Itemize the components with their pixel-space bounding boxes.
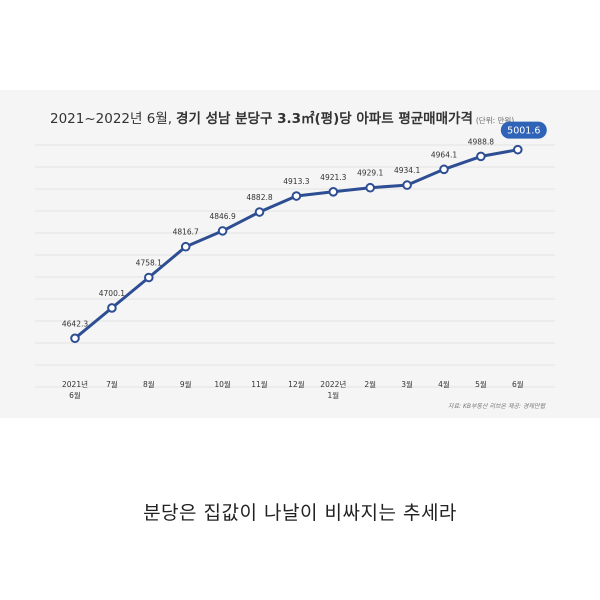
- data-point: [144, 272, 154, 283]
- data-point: [107, 303, 117, 313]
- data-label: 4964.1: [431, 150, 457, 159]
- data-label: 4929.1: [357, 169, 383, 178]
- data-label: 4882.8: [246, 193, 272, 202]
- data-point: [70, 333, 80, 344]
- x-axis-ticks: 2021년 6월 7월 8월 9월 10월 11월 12월 2022년 1월 2월 3월 4월 5월 6월: [62, 379, 524, 400]
- x-tick-label: 9월: [180, 379, 192, 389]
- data-label: 4988.8: [468, 137, 494, 146]
- data-point: [513, 144, 523, 155]
- data-point: [476, 151, 486, 162]
- chart-title-date: 2021~2022년 6월,: [50, 111, 172, 127]
- source-note: 자료: KB부동산 리브온 제공: 경제만랩: [448, 403, 546, 410]
- data-label: 4913.3: [283, 177, 309, 186]
- data-point: [217, 226, 228, 236]
- data-point: [180, 241, 191, 252]
- x-tick-label: 7월: [106, 379, 118, 389]
- x-tick-label: 2월: [364, 379, 376, 389]
- x-tick-label: 4월: [438, 379, 450, 389]
- gridlines: [35, 144, 555, 388]
- data-point: [402, 180, 412, 190]
- data-label: 4816.7: [173, 228, 199, 237]
- data-label: 4700.1: [99, 289, 125, 298]
- data-point: [439, 164, 449, 175]
- x-tick-label: 8월: [143, 379, 155, 389]
- caption-text: 분당은 집값이 나날이 비싸지는 추세라: [143, 502, 457, 524]
- data-point: [365, 182, 376, 193]
- data-label: 4921.3: [320, 173, 346, 182]
- data-label: 4846.9: [209, 212, 235, 221]
- data-point: [328, 187, 339, 197]
- x-tick-label: 5월: [475, 379, 487, 389]
- data-label: 4934.1: [394, 166, 420, 175]
- data-label: 5001.6: [507, 126, 540, 137]
- chart-title-main: 경기 성남 분당구 3.3㎡(평)당 아파트 평균매매가격: [176, 110, 473, 127]
- data-points: [70, 144, 523, 344]
- chart-unit: (단위: 만원): [476, 115, 514, 125]
- chart-title: 2021~2022년 6월, 경기 성남 분당구 3.3㎡(평)당 아파트 평균매…: [50, 110, 514, 127]
- x-tick-label: 10월: [214, 379, 231, 389]
- data-label: 4758.1: [136, 258, 162, 267]
- chart-card: 2021~2022년 6월, 경기 성남 분당구 3.3㎡(평)당 아파트 평균매…: [0, 90, 600, 418]
- x-tick-label: 6월: [512, 379, 524, 389]
- x-tick-label: 2022년 1월: [320, 379, 346, 400]
- x-tick-label: 11월: [251, 379, 268, 389]
- data-point: [254, 207, 265, 217]
- x-tick-label: 3월: [401, 379, 413, 389]
- x-tick-label: 12월: [288, 379, 305, 389]
- data-labels: 4642.3 4700.1 4758.1 4816.7 4846.9 4882.8 4913…: [62, 121, 547, 328]
- line-chart: 2021~2022년 6월, 경기 성남 분당구 3.3㎡(평)당 아파트 평균매…: [35, 110, 555, 410]
- x-tick-label: 2021년 6월: [62, 379, 88, 400]
- data-label: 4642.3: [62, 319, 88, 328]
- highlight-badge: [500, 121, 547, 139]
- data-point: [291, 191, 302, 201]
